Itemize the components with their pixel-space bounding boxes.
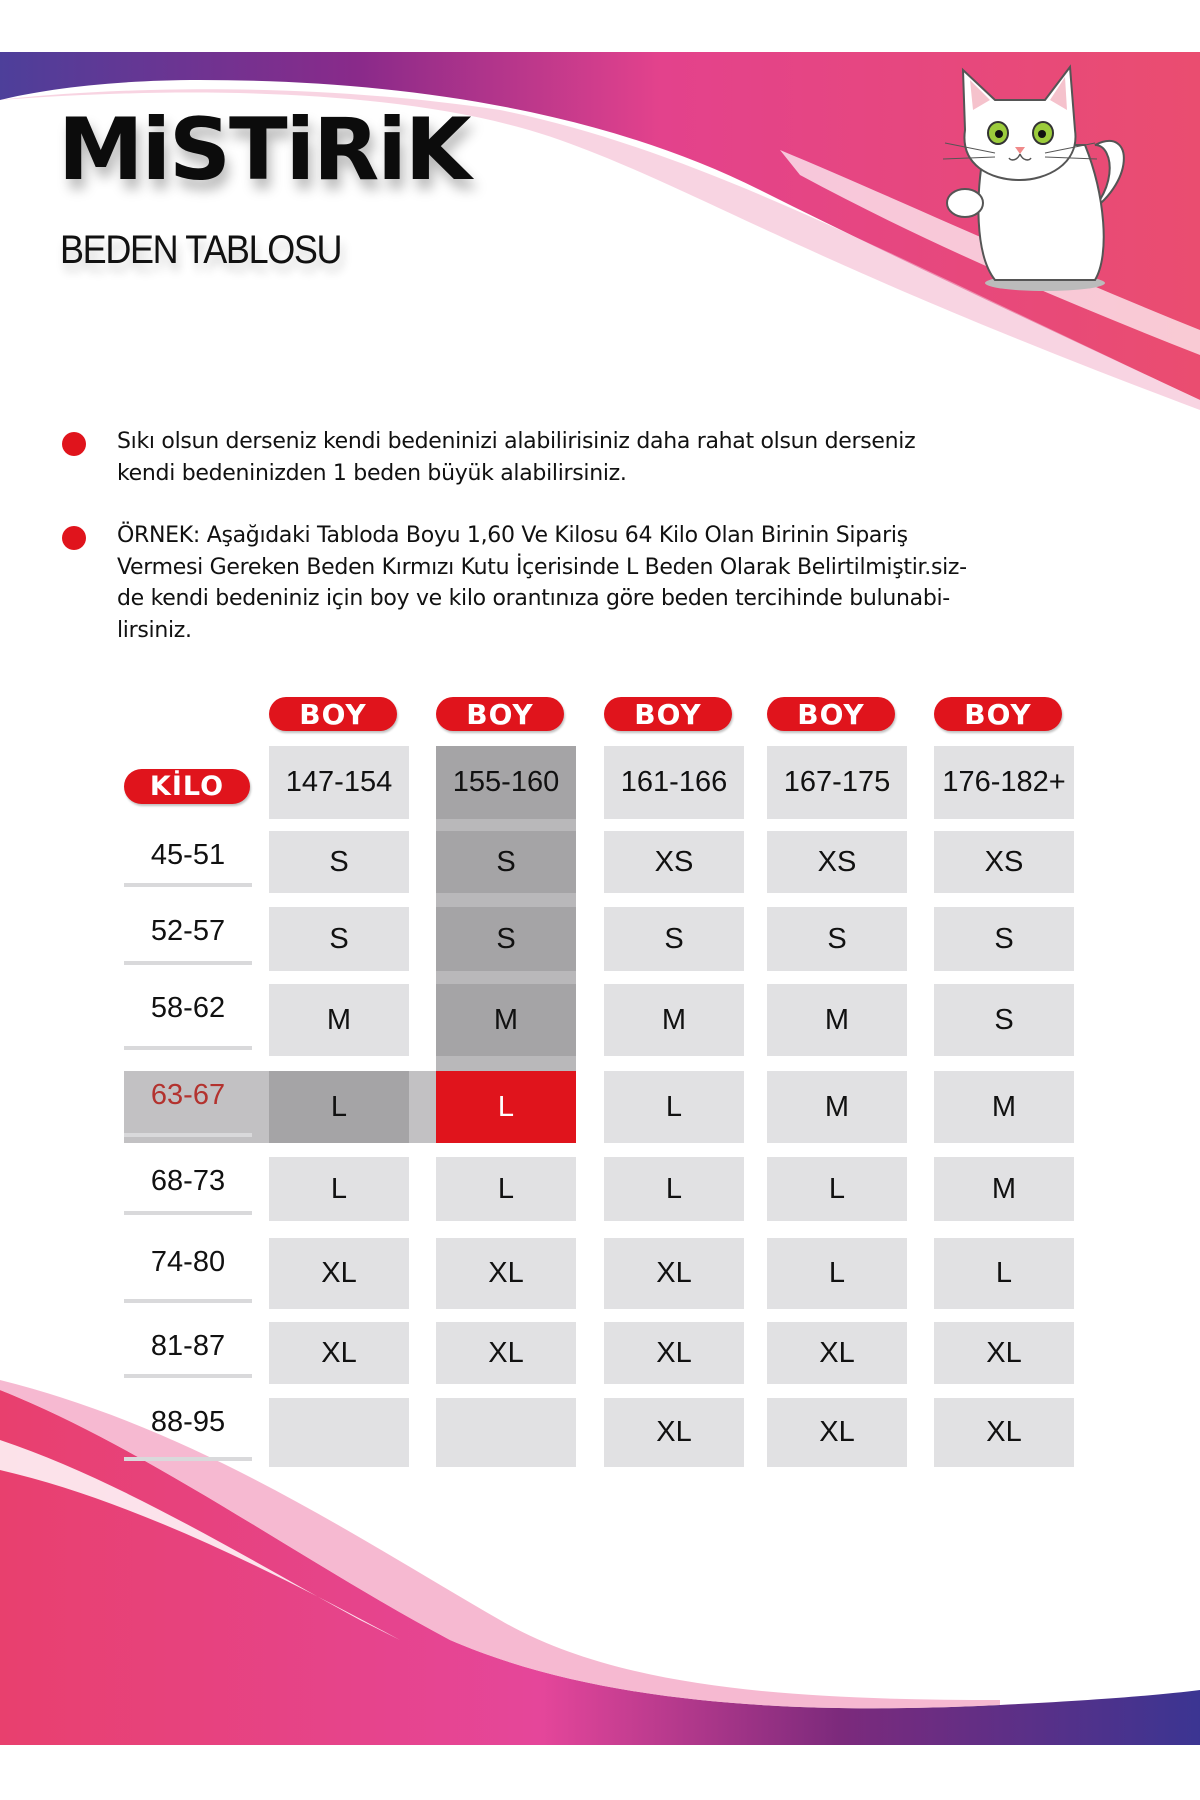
size-cell [436,1398,576,1467]
boy-label: BOY [767,697,895,731]
size-cell: XL [436,1238,576,1309]
weight-label: 63-67 [124,1079,252,1137]
size-cell: L [934,1238,1074,1309]
size-cell: XL [269,1322,409,1384]
cat-illustration [942,64,1125,291]
size-cell: XL [767,1398,907,1467]
size-cell: L [604,1071,744,1143]
weight-label: 88-95 [124,1406,252,1461]
note-line: de kendi bedeniniz için boy ve kilo oran… [117,586,950,611]
size-cell: L [767,1238,907,1309]
bottom-wave-soft [0,1380,1000,1709]
boy-label: BOY [604,697,732,731]
size-cell: XL [604,1238,744,1309]
size-cell: XS [767,831,907,893]
size-cell: S [436,831,576,893]
kilo-label: KİLO [124,769,250,804]
height-header-cell: 155-160 [436,746,576,819]
page-title: BEDEN TABLOSU [60,228,343,272]
size-cell: S [436,907,576,971]
weight-label: 45-51 [124,839,252,887]
size-cell: M [934,1157,1074,1221]
weight-label: 81-87 [124,1330,252,1378]
size-cell: XS [934,831,1074,893]
bullet-dot-icon [62,432,86,456]
size-cell: M [436,984,576,1056]
size-cell: XL [767,1322,907,1384]
size-cell: M [604,984,744,1056]
boy-label: BOY [269,697,397,731]
size-cell: M [767,984,907,1056]
size-cell: S [934,907,1074,971]
size-cell: S [767,907,907,971]
brand-logo: MiSTiRiK [58,100,471,200]
size-cell: S [269,907,409,971]
note-line: lirsiniz. [117,617,192,643]
size-cell: XL [604,1398,744,1467]
height-header-cell: 167-175 [767,746,907,819]
size-cell: S [934,984,1074,1056]
size-cell: XL [934,1322,1074,1384]
size-cell: S [269,831,409,893]
size-cell: S [604,907,744,971]
boy-label: BOY [436,697,564,731]
size-cell: XL [436,1322,576,1384]
bottom-wave [0,1390,1200,1745]
note-line: Sıkı olsun derseniz kendi bedeninizi ala… [117,429,916,454]
weight-label: 74-80 [124,1246,252,1303]
size-cell: XL [934,1398,1074,1467]
size-cell: M [269,984,409,1056]
height-header-cell: 176-182+ [934,746,1074,819]
size-cell: XL [604,1322,744,1384]
size-cell: L [269,1071,409,1143]
note-line: ÖRNEK: Aşağıdaki Tabloda Boyu 1,60 Ve Ki… [117,523,908,548]
weight-label: 58-62 [124,992,252,1050]
weight-label: 68-73 [124,1165,252,1215]
top-wave [0,52,1200,400]
size-cell: M [934,1071,1074,1143]
boy-label: BOY [934,697,1062,731]
size-cell: L [269,1157,409,1221]
top-wave-soft [0,89,1200,410]
size-cell: L [767,1157,907,1221]
weight-label: 52-57 [124,915,252,965]
bullet-dot-icon [62,526,86,550]
height-header-cell: 147-154 [269,746,409,819]
recommended-size-cell: L [436,1071,576,1143]
note-line: kendi bedeninizden 1 beden büyük alabili… [117,460,627,486]
size-cell: M [767,1071,907,1143]
size-cell: L [436,1157,576,1221]
size-cell: XS [604,831,744,893]
height-header-cell: 161-166 [604,746,744,819]
size-cell: L [604,1157,744,1221]
size-cell: XL [269,1238,409,1309]
note-line: Vermesi Gereken Beden Kırmızı Kutu İçeri… [117,554,967,580]
bottom-wave-highlight [0,1440,400,1640]
size-cell [269,1398,409,1467]
